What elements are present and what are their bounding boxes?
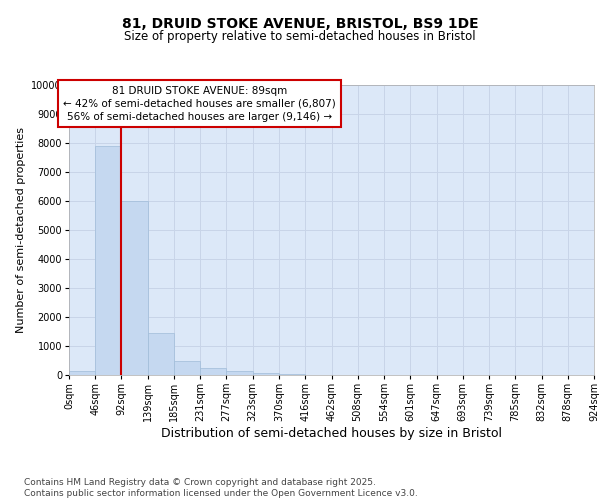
Text: Size of property relative to semi-detached houses in Bristol: Size of property relative to semi-detach…	[124, 30, 476, 43]
Bar	[121, 201, 148, 375]
Bar	[95, 146, 121, 375]
Bar	[226, 371, 253, 375]
Text: 81 DRUID STOKE AVENUE: 89sqm
← 42% of semi-detached houses are smaller (6,807)
5: 81 DRUID STOKE AVENUE: 89sqm ← 42% of se…	[64, 86, 336, 122]
Bar	[279, 374, 305, 375]
Text: Contains HM Land Registry data © Crown copyright and database right 2025.
Contai: Contains HM Land Registry data © Crown c…	[24, 478, 418, 498]
Bar	[174, 360, 200, 375]
Bar	[253, 373, 279, 375]
Y-axis label: Number of semi-detached properties: Number of semi-detached properties	[16, 127, 26, 333]
Text: 81, DRUID STOKE AVENUE, BRISTOL, BS9 1DE: 81, DRUID STOKE AVENUE, BRISTOL, BS9 1DE	[122, 18, 478, 32]
Bar	[200, 368, 226, 375]
Bar	[148, 333, 174, 375]
X-axis label: Distribution of semi-detached houses by size in Bristol: Distribution of semi-detached houses by …	[161, 427, 502, 440]
Bar	[69, 370, 95, 375]
